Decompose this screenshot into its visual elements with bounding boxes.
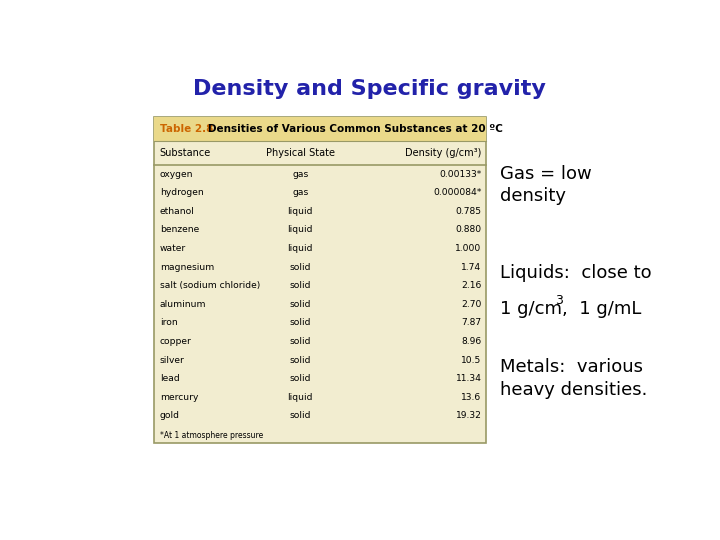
Text: Liquids:  close to: Liquids: close to — [500, 265, 652, 282]
Text: 11.34: 11.34 — [456, 374, 482, 383]
Text: ethanol: ethanol — [160, 207, 194, 216]
Text: liquid: liquid — [287, 207, 313, 216]
Text: 8.96: 8.96 — [462, 337, 482, 346]
Text: liquid: liquid — [287, 244, 313, 253]
Text: gas: gas — [292, 170, 308, 179]
Text: gas: gas — [292, 188, 308, 197]
Text: Density and Specific gravity: Density and Specific gravity — [192, 79, 546, 99]
Text: 0.880: 0.880 — [456, 225, 482, 234]
Text: Physical State: Physical State — [266, 148, 335, 158]
Text: copper: copper — [160, 337, 192, 346]
Text: 0.000084*: 0.000084* — [433, 188, 482, 197]
Text: 19.32: 19.32 — [456, 411, 482, 421]
Bar — [154, 117, 486, 443]
Text: benzene: benzene — [160, 225, 199, 234]
Text: solid: solid — [289, 337, 311, 346]
Text: *At 1 atmosphere pressure: *At 1 atmosphere pressure — [160, 430, 263, 440]
Text: 0.00133*: 0.00133* — [439, 170, 482, 179]
Text: 13.6: 13.6 — [462, 393, 482, 402]
Text: solid: solid — [289, 411, 311, 421]
Text: solid: solid — [289, 300, 311, 309]
Text: Table 2.8: Table 2.8 — [160, 124, 213, 134]
Text: solid: solid — [289, 262, 311, 272]
Text: 1.74: 1.74 — [462, 262, 482, 272]
Text: liquid: liquid — [287, 225, 313, 234]
Text: silver: silver — [160, 356, 184, 364]
Text: 1 g/cm: 1 g/cm — [500, 300, 562, 318]
Text: Density (g/cm³): Density (g/cm³) — [405, 148, 482, 158]
Text: mercury: mercury — [160, 393, 198, 402]
Text: 7.87: 7.87 — [462, 319, 482, 327]
Text: solid: solid — [289, 319, 311, 327]
Text: 10.5: 10.5 — [462, 356, 482, 364]
Text: ,  1 g/mL: , 1 g/mL — [562, 300, 641, 318]
Text: 1.000: 1.000 — [456, 244, 482, 253]
Text: solid: solid — [289, 356, 311, 364]
Text: solid: solid — [289, 281, 311, 290]
Text: Gas = low
density: Gas = low density — [500, 165, 592, 206]
Text: 3: 3 — [555, 294, 563, 307]
Text: 2.16: 2.16 — [462, 281, 482, 290]
Text: oxygen: oxygen — [160, 170, 193, 179]
Text: magnesium: magnesium — [160, 262, 214, 272]
Text: aluminum: aluminum — [160, 300, 206, 309]
Text: 2.70: 2.70 — [462, 300, 482, 309]
Text: salt (sodium chloride): salt (sodium chloride) — [160, 281, 260, 290]
Text: iron: iron — [160, 319, 178, 327]
Text: Densities of Various Common Substances at 20 ºC: Densities of Various Common Substances a… — [197, 124, 503, 134]
Text: water: water — [160, 244, 186, 253]
Text: liquid: liquid — [287, 393, 313, 402]
Text: Substance: Substance — [160, 148, 211, 158]
Text: Metals:  various
heavy densities.: Metals: various heavy densities. — [500, 358, 647, 399]
Text: gold: gold — [160, 411, 180, 421]
Text: hydrogen: hydrogen — [160, 188, 204, 197]
Text: solid: solid — [289, 374, 311, 383]
Text: lead: lead — [160, 374, 179, 383]
Text: 0.785: 0.785 — [456, 207, 482, 216]
Bar — [154, 117, 486, 141]
